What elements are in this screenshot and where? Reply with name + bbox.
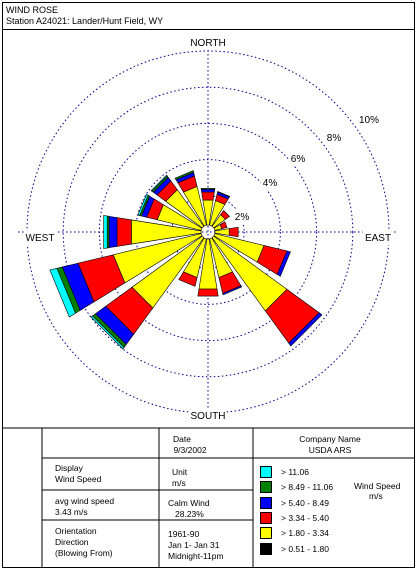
legend-label: > 5.40 - 8.49 [281,497,329,508]
ring-label-8-bg [324,131,344,145]
period-hours: Midnight-11pm [168,551,224,561]
legend-swatch [260,481,272,494]
petal-67.5-2 [219,221,228,230]
company-value: USDA ARS [308,445,352,455]
station-label: Station A24021: Lander/Hunt Field, WY [6,16,164,26]
calm-wind-value: 28.23% [175,509,204,519]
east-label-bg [362,231,394,245]
company-label: Company Name [299,434,361,444]
date-value: 9/3/2002 [173,445,207,455]
petal-22.5-4 [217,190,231,198]
ring-label-6: 6% [291,154,306,165]
unit-label: Unit [172,467,188,477]
ring-label-10: 10% [359,115,379,126]
east-label: EAST [365,233,391,244]
petal-337.5-4 [174,170,195,181]
north-label-bg [189,36,227,50]
petal-225-5 [90,315,125,350]
date-label: Date [173,434,191,444]
ring-8 [62,86,354,378]
legend-label: > 0.51 - 1.80 [281,543,329,554]
report-title: WIND ROSE [6,5,59,15]
north-label: NORTH [190,38,225,49]
avg-speed-value: 3.43 m/s [55,507,88,517]
legend-swatch [260,542,272,555]
legend-swatch [260,511,272,524]
petal-135-3 [288,312,323,347]
south-label: SOUTH [191,411,226,422]
petal-112.5-3 [276,250,291,277]
petal-180-2 [197,288,219,297]
legend-swatch [260,527,272,540]
ring-label-4: 4% [263,178,278,189]
unit-value: m/s [172,478,186,488]
period-years: 1961-90 [168,529,200,539]
petal-157.5-3 [222,285,243,296]
legend-unit: m/s [369,491,383,501]
period-days: Jan 1- Jan 31 [168,540,220,550]
legend-title: Wind Speed [354,481,401,491]
ring-label-8: 8% [327,133,342,144]
ring-label-6-bg [288,152,308,166]
west-label: WEST [26,233,55,244]
petal-90-2 [228,226,239,238]
avg-speed-label: avg wind speed [55,496,115,506]
legend-swatch [260,466,272,478]
chart-labels: NORTH SOUTH WEST EAST 2% 4% 6% 8% 10% [24,36,394,423]
orientation-direction: Direction [55,537,89,547]
petal-202.5-2 [178,271,198,287]
petal-45-2 [220,210,230,220]
petal-315-5 [150,174,168,192]
ring-4 [135,159,281,305]
orientation-label: Orientation [55,526,97,536]
ring-label-4-bg [260,176,280,190]
orientation-blowing-from: (Blowing From) [55,548,113,558]
petal-247.5-5 [49,267,76,318]
wind-petals [49,170,323,350]
ring-label-2: 2% [235,212,250,223]
legend-label: > 11.06 [281,467,309,477]
petal-270-5 [103,215,108,249]
petal-0-4 [200,188,216,190]
calm-wind-label: Calm Wind [168,498,210,508]
west-label-bg [24,231,56,245]
report-frame [2,2,415,568]
south-label-bg [189,409,227,423]
header-divider [2,29,415,30]
legend-label: > 8.49 - 11.06 [281,482,334,493]
ring-label-2-bg [232,210,252,224]
petal-292.5-5 [137,193,149,216]
legend-swatch [260,496,272,509]
legend-label: > 3.34 - 5.40 [281,512,329,523]
ring-label-10-bg [356,113,382,127]
legend-label: > 1.80 - 3.34 [281,528,329,539]
display-label: Display [55,463,83,473]
display-value: Wind Speed [55,474,102,484]
